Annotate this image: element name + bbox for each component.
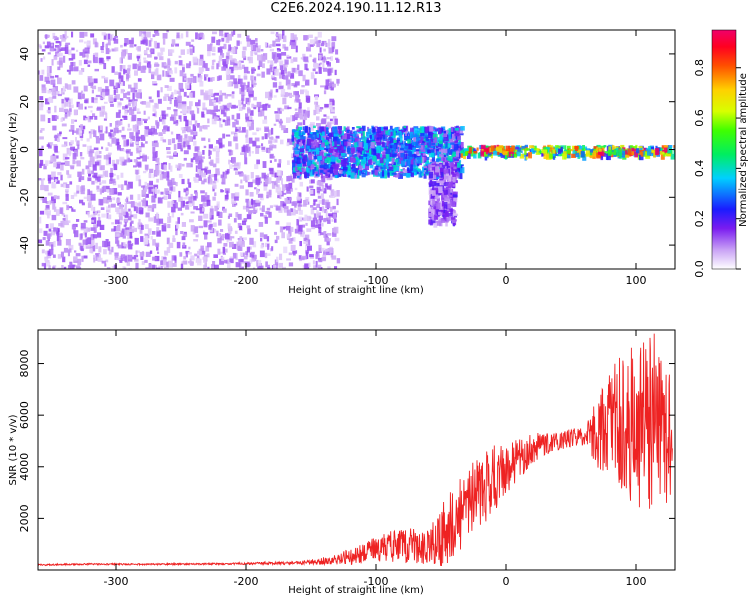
colorbar-ticks: 0.0 0.2 0.4 0.6 0.8 [693,59,741,278]
spectrogram-plot-area [38,30,675,269]
colorbar [711,29,737,270]
snr-x-ticks: -300 -200 -100 0 100 [104,330,647,588]
x-tick-label: 100 [626,274,647,287]
x-tick-label: -300 [104,575,129,588]
x-tick-label: -100 [364,575,389,588]
x-tick-label: -200 [234,274,259,287]
x-tick-label: 0 [503,274,510,287]
spectrogram-region [598,147,672,159]
figure-title: C2E6.2024.190.11.12.R13 [270,1,442,16]
x-tick-label: 0 [503,575,510,588]
y-tick-label: -20 [18,188,31,206]
colorbar-tick-label: 0.8 [693,59,706,77]
spectrogram-region [480,144,515,159]
spectrogram-region [38,30,341,269]
y-tick-label: 20 [18,95,31,109]
snr-y-label: SNR (10 * v/v) [8,414,19,485]
spectrogram-x-label: Height of straight line (km) [288,285,424,296]
colorbar-tick-label: 0.6 [693,109,706,127]
snr-series-line [38,333,673,567]
snr-x-label: Height of straight line (km) [288,585,424,596]
colorbar-label: Normalized spectral amplitude [738,73,749,227]
snr-plot-area [38,333,673,567]
colorbar-tick-label: 0.2 [693,210,706,228]
x-tick-label: 100 [626,575,647,588]
snr-frame [37,329,676,571]
x-tick-label: -200 [234,575,259,588]
colorbar-tick-label: 0.0 [693,260,706,278]
y-tick-label: -40 [18,236,31,254]
y-tick-label: 40 [18,47,31,61]
spectrogram-region [428,161,459,228]
y-tick-label: 2000 [18,504,31,532]
colorbar-tick-label: 0.4 [693,160,706,178]
spectrogram-y-label: Frequency (Hz) [8,112,19,188]
y-tick-label: 4000 [18,453,31,481]
y-tick-label: 6000 [18,401,31,429]
spectrogram-x-ticks: -300 -200 -100 0 100 [104,30,647,287]
y-tick-label: 8000 [18,350,31,378]
spectrogram-region [291,125,465,181]
y-tick-label: 0 [18,146,31,153]
x-tick-label: -300 [104,274,129,287]
snr-y-ticks: 2000 4000 6000 8000 [18,350,675,532]
spectrogram-y-ticks: -40 -20 0 20 40 [18,47,675,254]
x-tick-label: -100 [364,274,389,287]
